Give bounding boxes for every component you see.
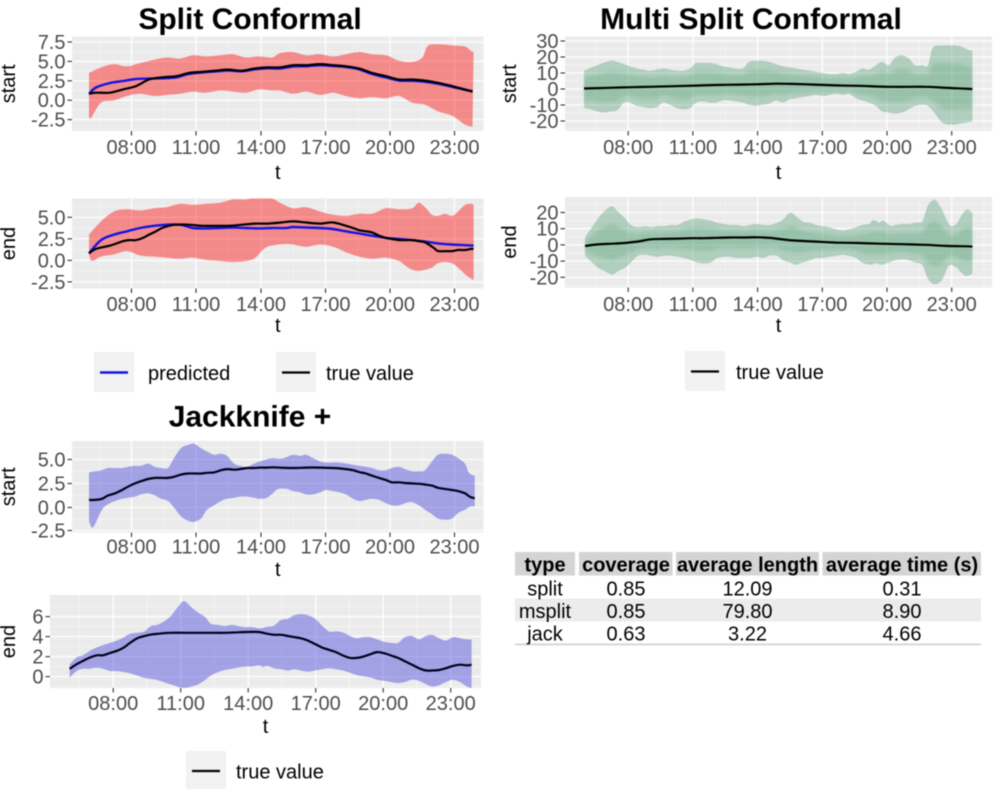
svg-text:Multi Split Conformal: Multi Split Conformal (600, 3, 902, 36)
svg-text:true value: true value (236, 762, 324, 784)
svg-text:11:00: 11:00 (172, 137, 221, 159)
svg-text:14:00: 14:00 (223, 693, 273, 715)
svg-text:5.0: 5.0 (38, 51, 66, 73)
svg-text:t: t (776, 162, 782, 184)
svg-text:17:00: 17:00 (291, 693, 341, 715)
svg-text:-2.5: -2.5 (31, 110, 65, 132)
svg-text:8.90: 8.90 (883, 601, 922, 623)
svg-text:20:00: 20:00 (365, 537, 415, 559)
svg-text:predicted: predicted (148, 363, 230, 385)
svg-text:-10: -10 (530, 251, 559, 273)
svg-text:08:00: 08:00 (88, 693, 138, 715)
svg-text:-20: -20 (530, 267, 559, 289)
svg-text:t: t (263, 716, 269, 738)
svg-text:17:00: 17:00 (300, 137, 350, 159)
svg-text:79.80: 79.80 (722, 601, 772, 623)
svg-text:t: t (275, 162, 281, 184)
svg-text:split: split (527, 579, 563, 601)
svg-text:14:00: 14:00 (733, 137, 783, 159)
svg-text:0.0: 0.0 (38, 498, 66, 520)
svg-text:14:00: 14:00 (236, 137, 286, 159)
svg-text:5.0: 5.0 (38, 207, 66, 229)
svg-text:20:00: 20:00 (358, 693, 408, 715)
svg-text:0.63: 0.63 (607, 624, 646, 646)
svg-text:08:00: 08:00 (106, 137, 156, 159)
svg-text:23:00: 23:00 (429, 537, 479, 559)
svg-text:0.85: 0.85 (607, 601, 646, 623)
svg-text:23:00: 23:00 (426, 693, 476, 715)
svg-text:17:00: 17:00 (300, 537, 350, 559)
svg-text:2.5: 2.5 (38, 71, 66, 93)
svg-text:14:00: 14:00 (236, 294, 286, 316)
svg-text:0: 0 (547, 79, 558, 101)
svg-text:-2.5: -2.5 (31, 272, 65, 294)
svg-text:14:00: 14:00 (236, 537, 286, 559)
svg-text:08:00: 08:00 (106, 294, 156, 316)
svg-text:-2.5: -2.5 (31, 521, 65, 543)
svg-text:average time (s): average time (s) (826, 554, 978, 576)
svg-text:10: 10 (536, 63, 558, 85)
svg-text:20:00: 20:00 (862, 294, 912, 316)
svg-text:start: start (0, 467, 20, 506)
svg-text:23:00: 23:00 (927, 137, 977, 159)
svg-text:0: 0 (32, 667, 43, 689)
svg-text:10: 10 (536, 219, 558, 241)
svg-text:0.31: 0.31 (883, 579, 922, 601)
svg-text:20: 20 (536, 203, 558, 225)
svg-text:7.5: 7.5 (38, 32, 66, 54)
svg-text:30: 30 (536, 31, 558, 53)
svg-text:2: 2 (32, 647, 43, 669)
svg-text:20: 20 (536, 47, 558, 69)
svg-text:t: t (776, 315, 782, 337)
svg-text:4.66: 4.66 (883, 624, 922, 646)
svg-text:t: t (275, 315, 281, 337)
svg-text:3.22: 3.22 (728, 624, 767, 646)
svg-text:-20: -20 (530, 111, 559, 133)
svg-text:08:00: 08:00 (603, 294, 653, 316)
svg-text:23:00: 23:00 (429, 137, 479, 159)
svg-text:4: 4 (32, 627, 43, 649)
svg-text:11:00: 11:00 (172, 294, 221, 316)
svg-text:start: start (0, 64, 20, 103)
svg-text:end: end (0, 227, 20, 260)
svg-text:11:00: 11:00 (669, 137, 718, 159)
svg-text:08:00: 08:00 (106, 537, 156, 559)
svg-text:average length: average length (677, 554, 818, 576)
svg-text:0.85: 0.85 (607, 579, 646, 601)
svg-text:t: t (275, 559, 281, 581)
svg-text:11:00: 11:00 (172, 537, 221, 559)
svg-text:17:00: 17:00 (300, 294, 350, 316)
svg-text:0.0: 0.0 (38, 250, 66, 272)
svg-text:Split Conformal: Split Conformal (138, 3, 361, 36)
svg-text:Jackknife +: Jackknife + (169, 401, 332, 434)
svg-text:20:00: 20:00 (365, 294, 415, 316)
svg-text:end: end (499, 225, 521, 258)
svg-text:end: end (0, 625, 20, 658)
svg-text:12.09: 12.09 (722, 579, 772, 601)
svg-text:23:00: 23:00 (429, 294, 479, 316)
svg-text:5.0: 5.0 (38, 450, 66, 472)
svg-text:true value: true value (736, 362, 824, 384)
svg-text:-10: -10 (530, 95, 559, 117)
svg-text:08:00: 08:00 (603, 137, 653, 159)
svg-text:2.5: 2.5 (38, 229, 66, 251)
svg-text:17:00: 17:00 (797, 137, 847, 159)
svg-text:0: 0 (547, 235, 558, 257)
svg-text:14:00: 14:00 (733, 294, 783, 316)
svg-text:type: type (524, 554, 565, 576)
svg-text:start: start (499, 64, 521, 103)
svg-text:20:00: 20:00 (365, 137, 415, 159)
svg-text:jack: jack (526, 624, 564, 646)
svg-text:6: 6 (32, 607, 43, 629)
svg-text:23:00: 23:00 (927, 294, 977, 316)
svg-text:true value: true value (326, 363, 414, 385)
svg-text:17:00: 17:00 (797, 294, 847, 316)
svg-text:0.0: 0.0 (38, 90, 66, 112)
svg-text:11:00: 11:00 (669, 294, 718, 316)
svg-text:msplit: msplit (519, 601, 572, 623)
svg-text:11:00: 11:00 (156, 693, 205, 715)
svg-text:coverage: coverage (582, 554, 670, 576)
svg-text:2.5: 2.5 (38, 474, 66, 496)
svg-text:20:00: 20:00 (862, 137, 912, 159)
